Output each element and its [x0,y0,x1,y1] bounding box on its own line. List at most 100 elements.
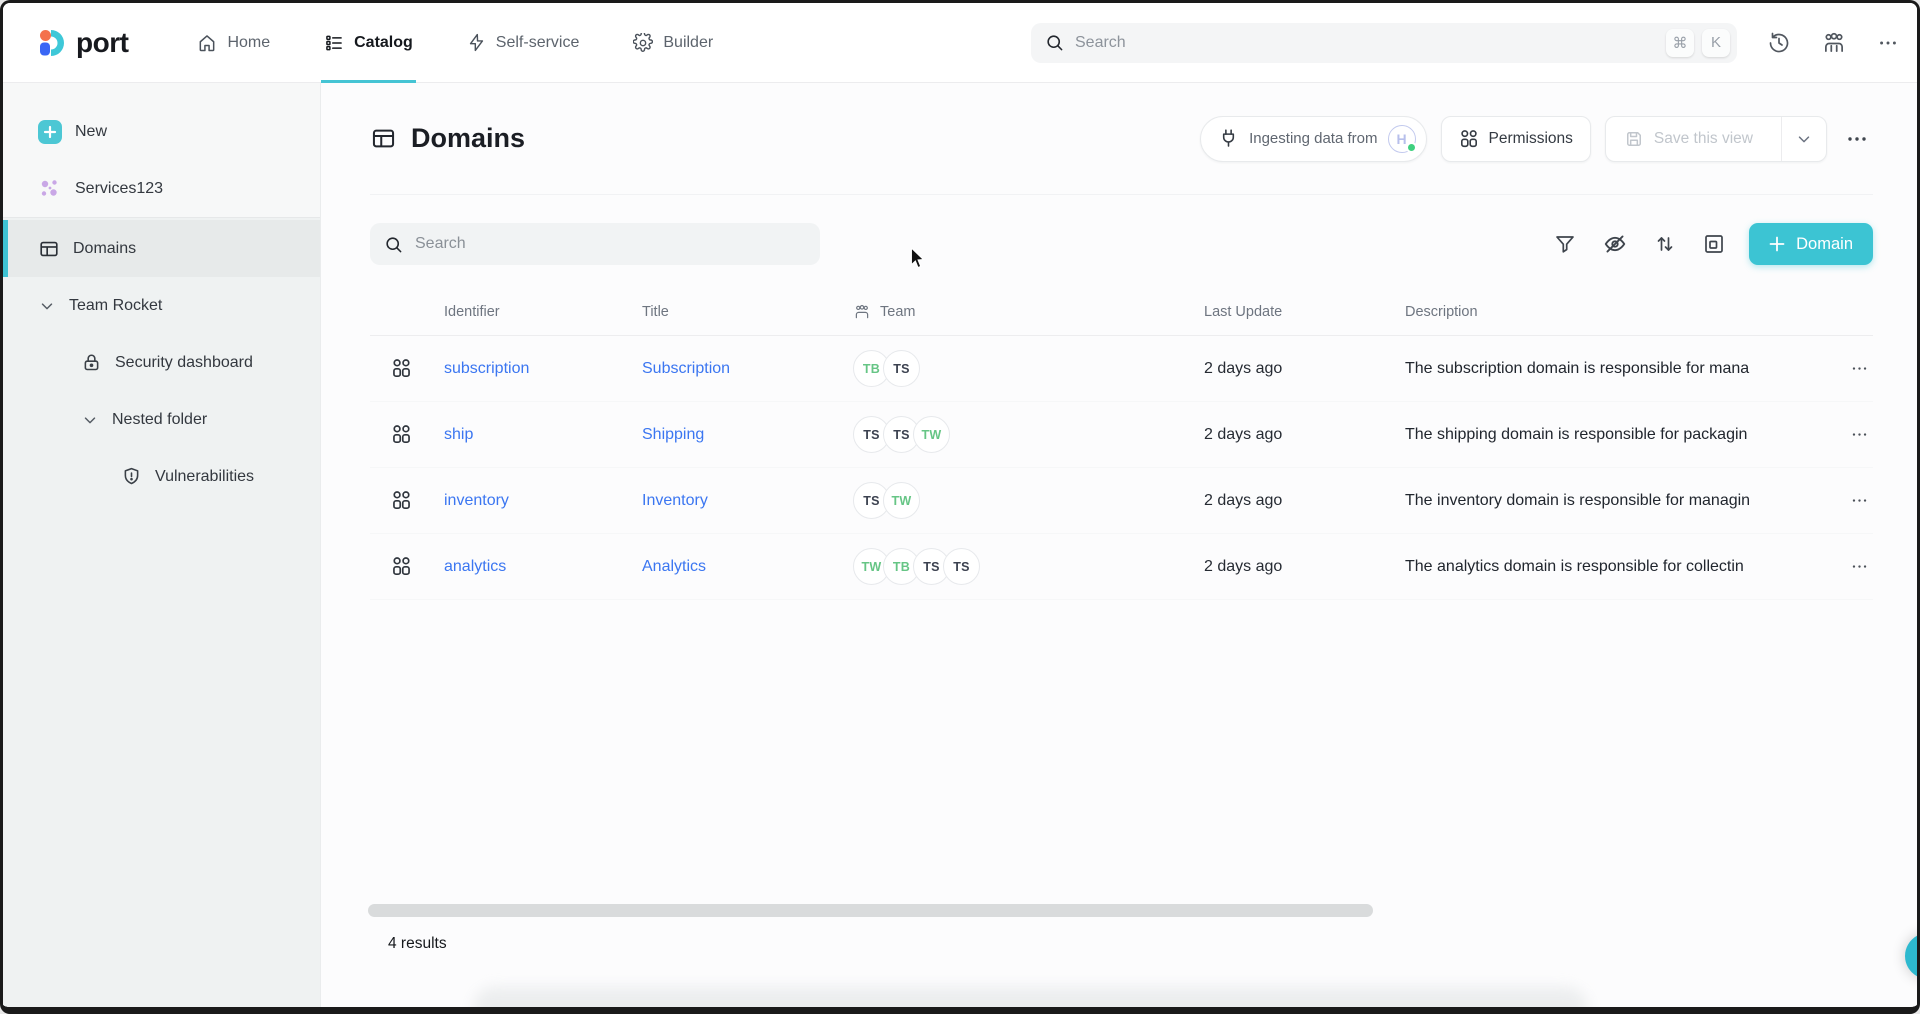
ingesting-data-button[interactable]: Ingesting data from H [1200,115,1427,162]
identifier-link[interactable]: analytics [444,557,507,575]
page-more-button[interactable] [1841,116,1873,162]
title-link[interactable]: Subscription [642,359,731,377]
port-logo[interactable]: port [37,26,129,59]
table-search[interactable] [370,223,820,265]
team-avatar[interactable]: TW [913,416,950,453]
row-more-button[interactable] [1846,355,1873,382]
identifier-link[interactable]: ship [444,425,474,443]
services-cluster-icon [38,177,62,201]
last-update: 2 days ago [1204,557,1283,575]
cmd-keycap: ⌘ [1666,28,1694,57]
page-header: Domains Ingesting data from [370,83,1873,195]
column-header-team[interactable]: Team [853,303,1204,321]
save-icon [1624,129,1644,149]
bottom-shadow [473,987,1588,1007]
team-avatar[interactable]: TS [883,350,920,387]
tab-home[interactable]: Home [194,3,273,83]
search-icon [384,235,403,254]
page-title: Domains [370,123,525,154]
sidebar-item-label: Security dashboard [115,353,253,371]
sidebar-item-new[interactable]: New [3,103,320,160]
results-count: 4 results [388,935,447,952]
save-view-split-button: Save this view [1604,115,1827,162]
chat-bubble-button[interactable] [1905,933,1917,979]
k-keycap: K [1702,28,1730,57]
lightning-icon [467,33,486,52]
chevron-down-icon [81,411,99,429]
ingesting-label: Ingesting data from [1249,130,1378,147]
main-nav: Home Catalog Self-servic [194,3,716,83]
row-more-button[interactable] [1846,487,1873,514]
column-header-last-update[interactable]: Last Update [1204,304,1283,320]
description: The shipping domain is responsible for p… [1405,425,1748,443]
team-avatar[interactable]: TB [853,350,890,387]
users-icon [1459,129,1479,149]
plug-icon [1218,128,1239,149]
shield-alert-icon [121,466,142,487]
sidebar-item-label: Domains [73,239,137,257]
table-icon [370,125,397,152]
description: The subscription domain is responsible f… [1405,359,1750,377]
integration-letter: H [1396,130,1407,147]
sidebar-item-nested-folder[interactable]: Nested folder [3,391,320,448]
domains-table: Identifier Title Team Last Update Descri… [370,289,1873,600]
save-view-dropdown-button[interactable] [1781,116,1826,161]
global-search[interactable]: ⌘ K [1031,22,1737,63]
sidebar-item-label: Team Rocket [69,296,163,314]
add-domain-button[interactable]: Domain [1749,223,1873,265]
logo-text: port [76,26,129,58]
row-more-button[interactable] [1846,553,1873,580]
teams-icon[interactable] [1821,30,1847,56]
permissions-button[interactable]: Permissions [1440,115,1591,162]
identifier-link[interactable]: subscription [444,359,530,377]
sidebar-item-domains[interactable]: Domains [3,220,320,277]
top-bar: port Home Catalog [3,3,1917,83]
tab-builder[interactable]: Builder [630,3,716,83]
column-header-identifier[interactable]: Identifier [444,304,500,320]
team-avatar[interactable]: TS [853,416,890,453]
group-by-icon[interactable] [1700,230,1728,258]
column-header-title[interactable]: Title [642,304,669,320]
filter-icon[interactable] [1551,230,1579,258]
sidebar-item-team-rocket[interactable]: Team Rocket [3,277,320,334]
gear-icon [633,32,654,53]
sidebar-item-services123[interactable]: Services123 [3,160,320,217]
team-avatar[interactable]: TB [883,548,920,585]
sidebar-item-security-dashboard[interactable]: Security dashboard [3,334,320,391]
integration-status-icon: H [1387,124,1417,153]
team-avatars: TW TB TS TS [853,548,1204,585]
blueprint-users-icon [370,424,444,445]
sidebar-folder-section: Domains Team Rocket [3,217,320,1007]
sort-icon[interactable] [1651,230,1679,258]
sidebar-item-label: Nested folder [112,410,208,428]
table-row[interactable]: analytics Analytics TW TB TS TS 2 days a… [370,534,1873,600]
table-row[interactable]: ship Shipping TS TS TW 2 days ago The sh… [370,402,1873,468]
team-avatar[interactable]: TS [943,548,980,585]
tab-self-service[interactable]: Self-service [464,3,583,83]
hide-columns-icon[interactable] [1600,229,1630,259]
identifier-link[interactable]: inventory [444,491,509,509]
global-search-input[interactable] [1075,33,1655,52]
save-view-label: Save this view [1653,129,1753,147]
column-header-description[interactable]: Description [1405,304,1478,320]
horizontal-scrollbar[interactable] [368,904,1373,917]
last-update: 2 days ago [1204,425,1283,443]
lock-icon [81,352,102,373]
more-icon[interactable] [1877,32,1899,54]
tab-catalog[interactable]: Catalog [321,3,416,83]
team-avatar[interactable]: TW [883,482,920,519]
title-link[interactable]: Shipping [642,425,705,443]
save-view-button[interactable]: Save this view [1606,117,1771,161]
chevron-down-icon [38,297,56,315]
permissions-label: Permissions [1488,129,1573,147]
table-row[interactable]: subscription Subscription TB TS 2 days a… [370,336,1873,402]
title-link[interactable]: Analytics [642,557,707,575]
title-link[interactable]: Inventory [642,491,708,509]
shortcut-keys: ⌘ K [1666,28,1730,57]
history-icon[interactable] [1767,31,1791,55]
table-row[interactable]: inventory Inventory TS TW 2 days ago The… [370,468,1873,534]
team-avatar[interactable]: TW [853,548,890,585]
row-more-button[interactable] [1846,421,1873,448]
sidebar-item-vulnerabilities[interactable]: Vulnerabilities [3,448,320,505]
table-search-input[interactable] [415,235,806,253]
